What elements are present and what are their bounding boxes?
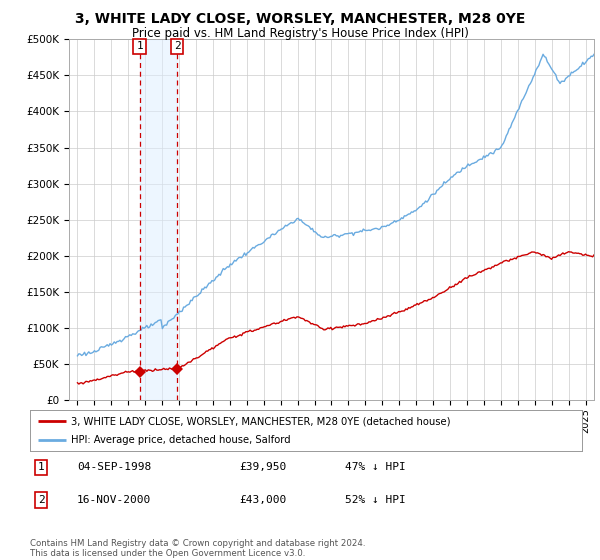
Text: 2: 2 [173,41,181,52]
Text: 47% ↓ HPI: 47% ↓ HPI [344,463,406,473]
Text: 3, WHITE LADY CLOSE, WORSLEY, MANCHESTER, M28 0YE: 3, WHITE LADY CLOSE, WORSLEY, MANCHESTER… [75,12,525,26]
Text: 52% ↓ HPI: 52% ↓ HPI [344,495,406,505]
Text: £43,000: £43,000 [240,495,287,505]
Text: 1: 1 [136,41,143,52]
Text: 16-NOV-2000: 16-NOV-2000 [77,495,151,505]
Text: Price paid vs. HM Land Registry's House Price Index (HPI): Price paid vs. HM Land Registry's House … [131,27,469,40]
Text: £39,950: £39,950 [240,463,287,473]
Text: 04-SEP-1998: 04-SEP-1998 [77,463,151,473]
Bar [140,39,177,400]
Text: Contains HM Land Registry data © Crown copyright and database right 2024.
This d: Contains HM Land Registry data © Crown c… [30,539,365,558]
Text: 2: 2 [38,495,44,505]
Text: 3, WHITE LADY CLOSE, WORSLEY, MANCHESTER, M28 0YE (detached house): 3, WHITE LADY CLOSE, WORSLEY, MANCHESTER… [71,417,451,426]
Text: HPI: Average price, detached house, Salford: HPI: Average price, detached house, Salf… [71,435,291,445]
Text: 1: 1 [38,463,44,473]
